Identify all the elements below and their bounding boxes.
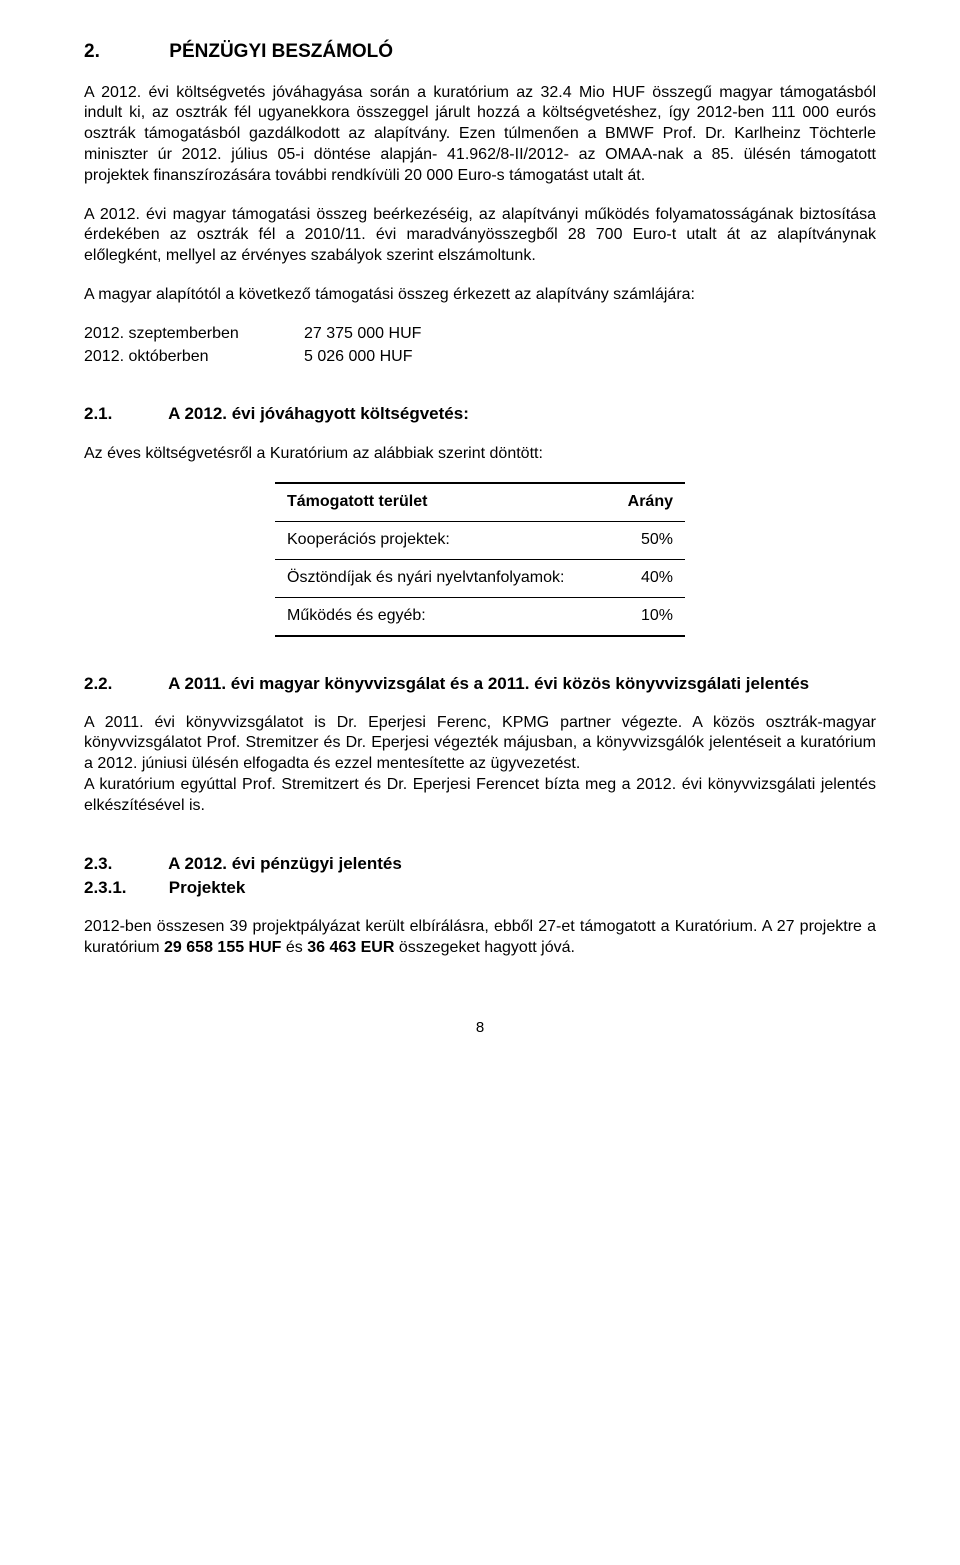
table-cell-area: Ösztöndíjak és nyári nyelvtanfolyamok: xyxy=(275,559,608,597)
table-header-pct: Arány xyxy=(608,483,685,521)
paragraph: A 2011. évi könyvvizsgálatot is Dr. Eper… xyxy=(84,713,876,775)
table-cell-pct: 50% xyxy=(608,522,685,560)
payment-value: 5 026 000 HUF xyxy=(304,347,484,368)
text-run: összegeket hagyott jóvá. xyxy=(394,939,575,956)
paragraph: A kuratórium egyúttal Prof. Stremitzert … xyxy=(84,775,876,817)
payment-row: 2012. októberben 5 026 000 HUF xyxy=(84,347,876,368)
paragraph: Az éves költségvetésről a Kuratórium az … xyxy=(84,444,876,465)
text-run: és xyxy=(281,939,307,956)
table-header-area: Támogatott terület xyxy=(275,483,608,521)
table-cell-pct: 10% xyxy=(608,597,685,635)
budget-table-wrap: Támogatott terület Arány Kooperációs pro… xyxy=(84,482,876,636)
heading-title: A 2011. évi magyar könyvvizsgálat és a 2… xyxy=(168,674,809,693)
heading-title: Projektek xyxy=(169,878,246,897)
page-number: 8 xyxy=(84,1018,876,1038)
heading-title: A 2012. évi pénzügyi jelentés xyxy=(168,854,402,873)
subsection-heading: 2.1. A 2012. évi jóváhagyott költségveté… xyxy=(84,403,876,425)
heading-title: PÉNZÜGYI BESZÁMOLÓ xyxy=(169,41,393,62)
table-cell-area: Működés és egyéb: xyxy=(275,597,608,635)
bold-amount: 36 463 EUR xyxy=(307,939,394,956)
subsection-heading: 2.2. A 2011. évi magyar könyvvizsgálat é… xyxy=(84,673,876,695)
table-cell-pct: 40% xyxy=(608,559,685,597)
bold-amount: 29 658 155 HUF xyxy=(164,939,281,956)
table-row: Ösztöndíjak és nyári nyelvtanfolyamok: 4… xyxy=(275,559,685,597)
section-heading: 2. PÉNZÜGYI BESZÁMOLÓ xyxy=(84,40,876,65)
paragraph: A magyar alapítótól a következő támogatá… xyxy=(84,285,876,306)
payments-block: 2012. szeptemberben 27 375 000 HUF 2012.… xyxy=(84,324,876,368)
budget-table: Támogatott terület Arány Kooperációs pro… xyxy=(275,482,685,636)
paragraph: A 2012. évi költségvetés jóváhagyása sor… xyxy=(84,83,876,187)
table-row: Működés és egyéb: 10% xyxy=(275,597,685,635)
heading-number: 2.3.1. xyxy=(84,877,164,899)
table-cell-area: Kooperációs projektek: xyxy=(275,522,608,560)
table-row: Kooperációs projektek: 50% xyxy=(275,522,685,560)
payment-label: 2012. októberben xyxy=(84,347,304,368)
heading-title: A 2012. évi jóváhagyott költségvetés: xyxy=(168,404,469,423)
payment-row: 2012. szeptemberben 27 375 000 HUF xyxy=(84,324,876,345)
payment-label: 2012. szeptemberben xyxy=(84,324,304,345)
heading-number: 2. xyxy=(84,40,164,65)
heading-number: 2.2. xyxy=(84,673,164,695)
subsection-heading: 2.3. A 2012. évi pénzügyi jelentés xyxy=(84,853,876,875)
heading-number: 2.3. xyxy=(84,853,164,875)
table-header-row: Támogatott terület Arány xyxy=(275,483,685,521)
paragraph: A 2012. évi magyar támogatási összeg beé… xyxy=(84,205,876,267)
paragraph: 2012-ben összesen 39 projektpályázat ker… xyxy=(84,917,876,959)
subsection-heading: 2.3.1. Projektek xyxy=(84,877,876,899)
heading-number: 2.1. xyxy=(84,403,164,425)
payment-value: 27 375 000 HUF xyxy=(304,324,484,345)
